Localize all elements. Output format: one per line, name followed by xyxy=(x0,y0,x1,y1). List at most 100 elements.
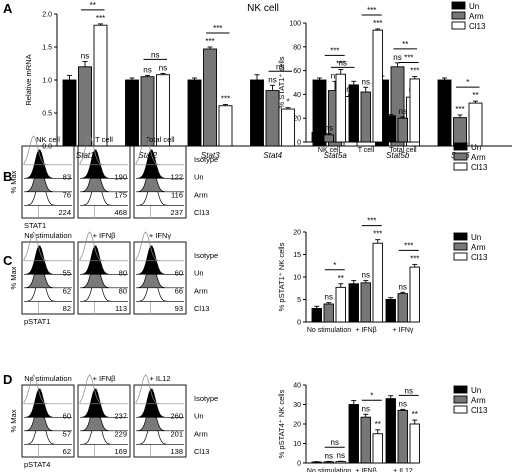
bracket-label: *** xyxy=(404,54,413,63)
histogram-un xyxy=(135,149,184,179)
y-tick-label: 0.0 xyxy=(42,144,52,151)
significance-mark: *** xyxy=(455,105,464,114)
panel-letter-d: D xyxy=(3,372,12,387)
legend-label: Arm xyxy=(469,12,484,21)
flow-row-label: Arm xyxy=(194,286,208,295)
mfi-value: 237 xyxy=(170,208,183,217)
mfi-value: 113 xyxy=(115,304,127,313)
legend-swatch-cl13 xyxy=(451,21,466,30)
histogram-un xyxy=(23,149,72,179)
flow-row-label: Isotype xyxy=(194,394,218,403)
bar-arm-0 xyxy=(323,134,334,143)
bracket-label: ns xyxy=(331,438,339,447)
y-tick-label: 2.0 xyxy=(42,12,52,19)
mfi-value: 60 xyxy=(175,269,183,278)
histogram-cl13 xyxy=(24,272,72,302)
flow-column-title: + IFNβ xyxy=(93,374,117,383)
panel-a-title: NK cell xyxy=(247,3,279,14)
bracket-label: * xyxy=(370,391,373,400)
bar-cl13-0 xyxy=(335,461,346,464)
mfi-value: 260 xyxy=(170,412,183,421)
mfi-value: 468 xyxy=(114,208,127,217)
flow-plot-box xyxy=(133,384,187,458)
bar-un-0 xyxy=(311,461,322,464)
histogram-arm xyxy=(79,401,128,432)
bar-arm-2 xyxy=(397,293,408,323)
bar-un-6 xyxy=(437,79,452,147)
flow-plot-box xyxy=(77,241,131,315)
legend-swatch-cl13 xyxy=(453,252,468,261)
bar-cl13-2 xyxy=(409,266,420,323)
flow-panel-b: NK cell 83 76 224 T cell 190 175 468 Total cell 1… xyxy=(9,135,218,230)
bar-cl13-1 xyxy=(372,242,383,323)
bar-arm-1 xyxy=(360,91,371,143)
flow-column-title: NK cell xyxy=(36,135,60,144)
bracket-label: ** xyxy=(402,40,408,49)
flow-row-label: Isotype xyxy=(194,251,218,260)
significance-mark: * xyxy=(286,98,289,107)
panel-letter-b: B xyxy=(3,169,12,184)
flow-plot-box xyxy=(21,241,75,315)
y-tick-label: 40 xyxy=(293,383,301,390)
x-category-label: + IFNβ xyxy=(355,468,376,472)
legend-label: Arm xyxy=(471,396,486,405)
bar-cl13-0 xyxy=(335,73,346,143)
y-axis-label: % pSTAT4⁺ NK cells xyxy=(277,389,286,458)
significance-mark: *** xyxy=(336,59,345,68)
histogram-cl13 xyxy=(136,415,184,445)
x-category-label: Stat3 xyxy=(201,151,220,160)
bracket-label: ns xyxy=(151,50,159,59)
legend-swatch-cl13 xyxy=(453,162,468,171)
bar-cl13-6 xyxy=(468,102,483,147)
y-tick-label: 80 xyxy=(293,44,301,51)
bar-arm-2 xyxy=(397,117,408,143)
bar-un-2 xyxy=(187,79,202,147)
histogram-cl13 xyxy=(24,176,72,206)
flow-column-title: No stimulation xyxy=(24,374,72,383)
histogram-isotype xyxy=(135,231,184,262)
y-axis-label: % STAT1⁺ cells xyxy=(277,56,286,108)
mfi-value: 62 xyxy=(63,447,71,456)
significance-mark: *** xyxy=(96,14,105,23)
x-category-label: Stat2 xyxy=(138,151,157,160)
y-tick-label: 60 xyxy=(293,68,301,75)
histogram-isotype xyxy=(79,135,128,166)
bar-un-2 xyxy=(385,398,396,464)
bracket-label: *** xyxy=(330,46,339,55)
histogram-cl13 xyxy=(136,272,184,302)
legend-label: Cl13 xyxy=(469,22,486,31)
flow-y-label: % Max xyxy=(9,266,18,289)
significance-mark: ** xyxy=(375,420,381,429)
significance-mark: ns xyxy=(337,451,345,460)
mfi-value: 83 xyxy=(63,173,71,182)
histogram-un xyxy=(23,245,72,275)
histogram-un xyxy=(79,245,128,275)
flow-plot-box xyxy=(133,145,187,219)
bracket-label: *** xyxy=(213,24,222,33)
mfi-value: 201 xyxy=(170,429,183,438)
bar-un-1 xyxy=(348,404,359,464)
mfi-value: 229 xyxy=(114,429,127,438)
mfi-value: 93 xyxy=(175,304,183,313)
bar-arm-2 xyxy=(397,409,408,464)
x-category-label: + IL12 xyxy=(393,468,413,472)
bar-cl13-2 xyxy=(409,78,420,143)
flow-row-label: Arm xyxy=(194,190,208,199)
significance-mark: *** xyxy=(410,254,419,263)
histogram-isotype xyxy=(23,231,72,262)
histogram-arm xyxy=(79,258,128,289)
legend-label: Un xyxy=(471,386,481,395)
flow-plot-box xyxy=(77,384,131,458)
bar-un-1 xyxy=(348,84,359,143)
histogram-arm xyxy=(135,401,184,432)
significance-mark: ns xyxy=(399,107,407,116)
significance-mark: ** xyxy=(338,274,344,283)
mfi-value: 190 xyxy=(114,173,127,182)
bracket-label: ns xyxy=(276,62,284,71)
bar-arm-6 xyxy=(453,117,467,147)
histogram-un xyxy=(79,388,128,418)
